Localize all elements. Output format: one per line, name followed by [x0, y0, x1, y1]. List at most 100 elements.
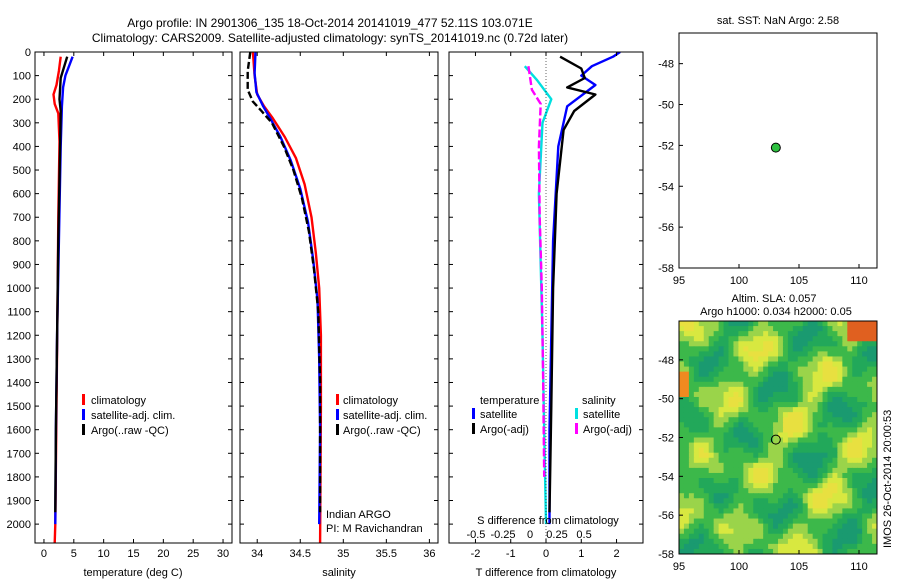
sla-cell [723, 513, 730, 520]
sla-cell [738, 361, 744, 368]
sla-cell [688, 391, 695, 398]
sla-cell [723, 331, 730, 337]
sla-cell [847, 371, 853, 378]
sla-cell [698, 442, 705, 449]
sla-cell [683, 523, 690, 530]
sla-cell [778, 407, 784, 413]
sla-cell [763, 331, 769, 337]
sla-cell [753, 538, 759, 545]
salinity-xlabel: salinity [322, 567, 356, 579]
sla-cell [847, 462, 853, 469]
sla-cell [748, 503, 754, 510]
sla-cell [782, 548, 789, 554]
sla-cell [679, 472, 685, 479]
sla-cell [787, 518, 794, 525]
sla-cell [778, 341, 784, 347]
sla-cell [733, 437, 739, 444]
sla-cell [753, 366, 759, 373]
sla-cell [857, 533, 863, 540]
sla-cell [792, 336, 799, 342]
sla-cell [728, 543, 735, 550]
sla-cell [847, 548, 853, 554]
sla-cell [693, 381, 700, 388]
sla-cell [773, 483, 779, 489]
sla-cell [753, 417, 759, 423]
sla-cell [743, 508, 749, 515]
sla-cell [708, 518, 715, 525]
sla-cell [832, 341, 838, 347]
sla-cell [703, 498, 710, 504]
sla-cell [822, 538, 829, 545]
sla-cell [837, 528, 843, 535]
sla-cell [693, 386, 700, 393]
sla-cell [807, 503, 814, 510]
sla-cell [763, 391, 769, 398]
sla-cell [733, 331, 739, 337]
sla-cell [832, 488, 838, 494]
sla-cell [718, 391, 725, 398]
sla-cell [802, 361, 809, 368]
sla-cell [857, 447, 863, 454]
sla-cell [713, 493, 720, 499]
sla-cell [827, 483, 834, 489]
sla-cell [703, 493, 710, 499]
sla-cell [753, 346, 759, 352]
sla-cell [763, 457, 769, 464]
sla-cell [683, 493, 690, 499]
x-tick-label: -2 [471, 548, 481, 560]
sla-cell [748, 412, 754, 418]
sla-cell [693, 498, 700, 504]
sla-cell [852, 407, 858, 413]
sla-cell [817, 498, 824, 504]
sla-cell [738, 326, 744, 332]
sla-cell [837, 386, 843, 393]
sla-cell [688, 356, 695, 363]
sla-cell [817, 452, 824, 459]
sla-cell [738, 533, 744, 540]
sla-cell [807, 422, 814, 428]
legend-swatch-satellite [336, 409, 339, 420]
sla-cell [733, 417, 739, 423]
sla-cell [743, 427, 749, 434]
sla-cell [862, 548, 868, 554]
x-tick-label: 5 [71, 548, 77, 560]
sla-cell [703, 417, 710, 423]
sla-cell [708, 478, 715, 484]
sla-cell [728, 508, 735, 515]
sla-cell [782, 402, 789, 408]
sla-cell [847, 422, 853, 428]
sla-cell [683, 366, 690, 373]
sla-cell [852, 361, 858, 368]
sla-cell [872, 427, 877, 434]
sla-cell [857, 548, 863, 554]
sla-cell [753, 371, 759, 378]
sla-cell [758, 432, 764, 439]
sla-cell [728, 371, 735, 378]
sla-cell [728, 478, 735, 484]
sla-cell [773, 402, 779, 408]
sla-cell [679, 391, 685, 398]
sla-cell [708, 548, 715, 554]
sla-cell [812, 457, 819, 464]
sla-cell [852, 341, 858, 347]
sla-cell [827, 326, 834, 332]
sla-cell [872, 381, 877, 388]
sla-cell [817, 432, 824, 439]
sla-cell [787, 417, 794, 423]
sla-cell [852, 523, 858, 530]
sla-cell [867, 432, 873, 439]
sla-cell [713, 351, 720, 358]
sla-cell [822, 543, 829, 550]
sla-cell [703, 452, 710, 459]
sla-cell [827, 467, 834, 474]
sla-cell [817, 376, 824, 383]
sla-cell [817, 422, 824, 428]
sla-cell [872, 402, 877, 408]
sla-cell [847, 493, 853, 499]
sla-cell [768, 533, 774, 540]
sla-cell [832, 478, 838, 484]
sla-cell [693, 402, 700, 408]
y-tick-label: 1300 [7, 354, 31, 366]
sla-cell [713, 336, 720, 342]
sla-cell [758, 483, 764, 489]
